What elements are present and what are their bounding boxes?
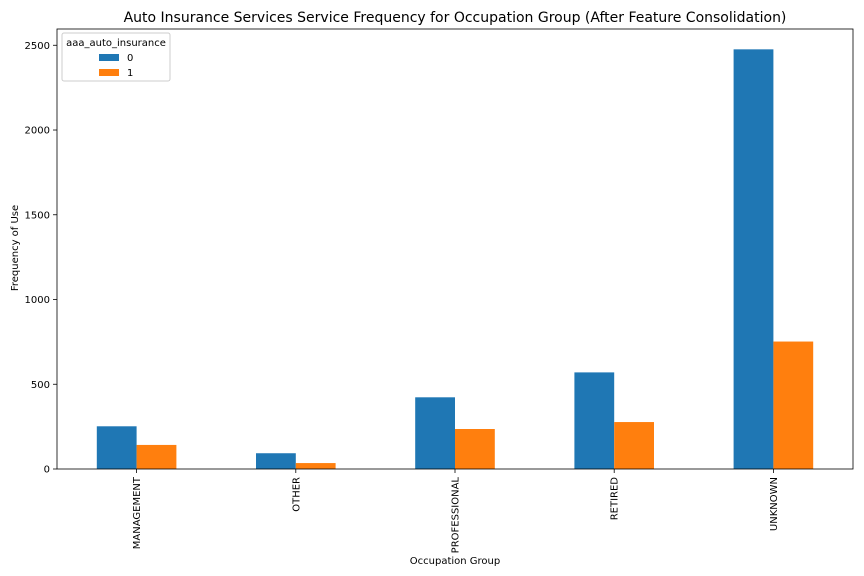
y-axis-label: Frequency of Use <box>10 205 21 291</box>
bar-series-0-retired <box>574 372 615 469</box>
legend-swatch-0 <box>99 54 119 61</box>
x-tick-label: OTHER <box>291 477 302 512</box>
y-tick-label: 2000 <box>25 126 50 137</box>
bar-series-0-management <box>96 426 137 469</box>
axes-group: 0 500 1000 1500 2000 2500 MANAGEMENT OTHER PROFE… <box>25 28 854 554</box>
y-tick-label: 1000 <box>25 295 50 306</box>
legend-title: aaa_auto_insurance <box>66 38 166 49</box>
bar-series-0-professional <box>415 397 455 469</box>
chart-title: Auto Insurance Services Service Frequenc… <box>124 10 787 26</box>
bar-series-1-management <box>136 444 177 469</box>
bars-group <box>96 49 814 469</box>
x-axis-label: Occupation Group <box>410 556 500 567</box>
y-tick-label: 2500 <box>25 41 50 52</box>
legend: aaa_auto_insurance 0 1 <box>61 32 171 82</box>
bar-series-1-professional <box>455 429 495 469</box>
bar-series-1-retired <box>614 422 654 469</box>
y-tick-label: 1500 <box>25 210 50 221</box>
x-tick-label: RETIRED <box>610 477 621 521</box>
bar-series-1-other <box>295 463 336 469</box>
legend-entry-1: 1 <box>127 68 133 79</box>
x-tick-label: MANAGEMENT <box>132 476 143 549</box>
bar-series-1-unknown <box>773 341 814 469</box>
bar-series-0-unknown <box>733 49 774 469</box>
x-tick-label: UNKNOWN <box>769 477 780 531</box>
y-tick-label: 500 <box>31 380 50 391</box>
y-tick-label: 0 <box>44 465 50 476</box>
legend-swatch-1 <box>99 69 119 76</box>
x-tick-label: PROFESSIONAL <box>451 477 462 554</box>
legend-entry-0: 0 <box>127 53 133 64</box>
bar-series-0-other <box>256 453 296 469</box>
